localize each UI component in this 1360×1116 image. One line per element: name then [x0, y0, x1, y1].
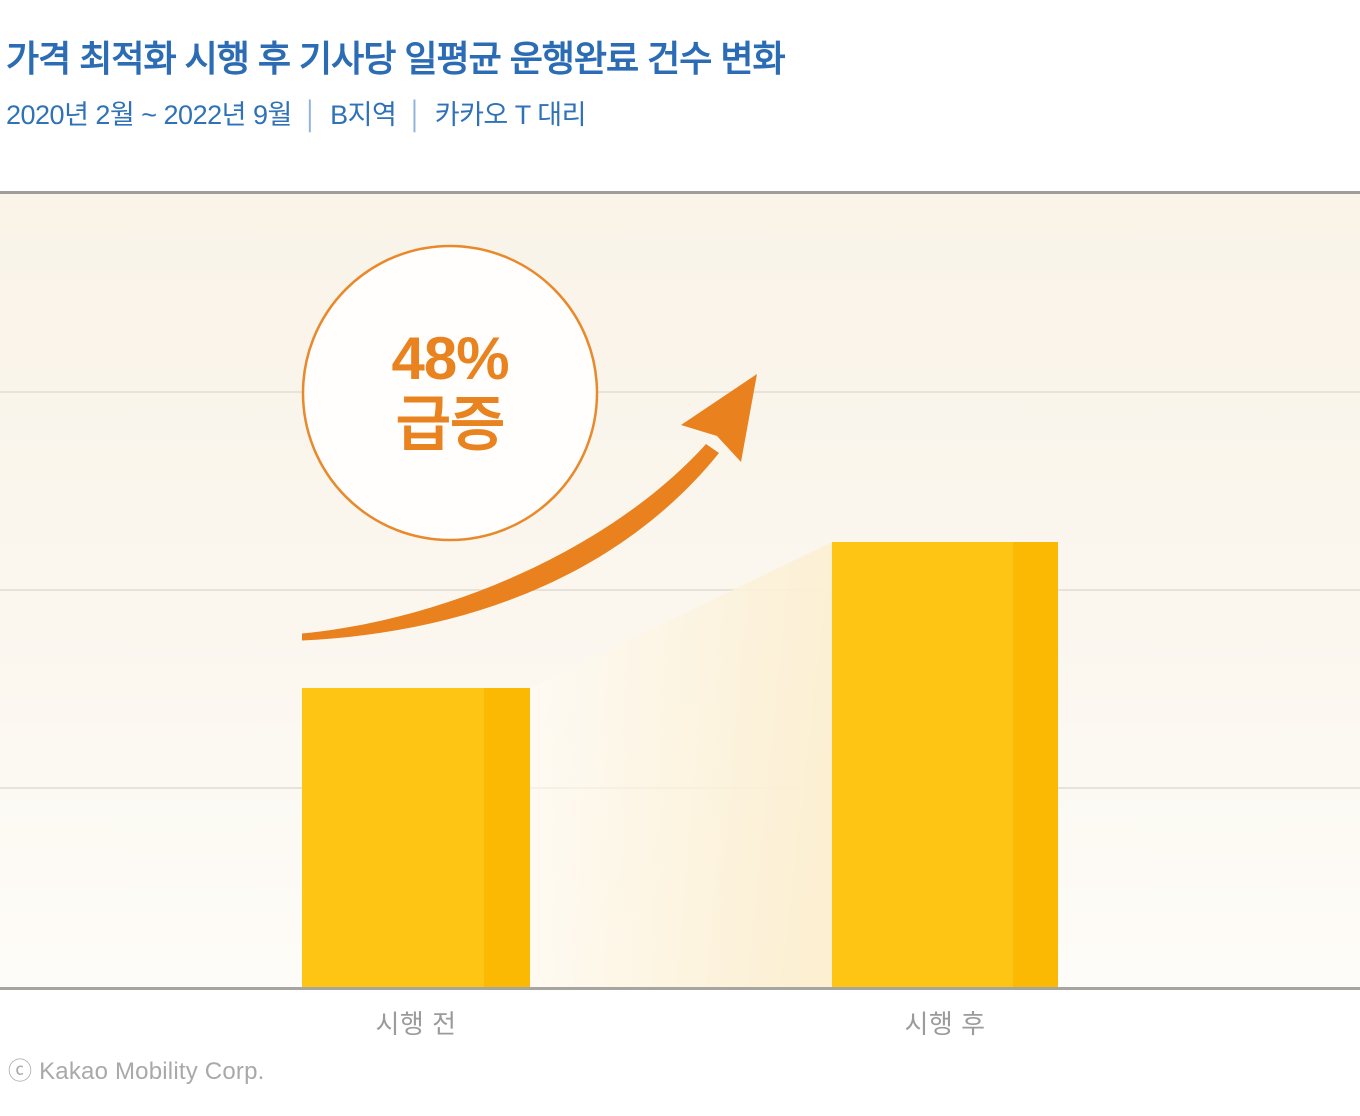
gridline	[0, 391, 1360, 393]
gridline	[0, 589, 1360, 591]
subtitle-service: 카카오 T 대리	[434, 100, 587, 131]
bar-side-shade	[484, 688, 530, 987]
xaxis-label-before: 시행 전	[375, 1009, 457, 1039]
bar-before	[302, 688, 530, 987]
page-title: 가격 최적화 시행 후 기사당 일평균 운행완료 건수 변화	[6, 38, 786, 79]
xaxis-label-after: 시행 후	[904, 1009, 986, 1039]
badge-caption: 급증	[395, 391, 505, 458]
bar-after	[832, 542, 1058, 987]
subtitle-separator: │	[407, 100, 424, 131]
chart-header: 가격 최적화 시행 후 기사당 일평균 운행완료 건수 변화 2020년 2월 …	[6, 38, 786, 132]
bar-side-shade	[1013, 542, 1058, 987]
subtitle-separator: │	[302, 100, 320, 131]
growth-beam	[530, 542, 832, 987]
badge-percent: 48%	[391, 325, 509, 392]
growth-badge: 48% 급증	[330, 326, 570, 458]
copyright-text: ⓒ Kakao Mobility Corp.	[8, 1058, 265, 1085]
subtitle-period: 2020년 2월 ~ 2022년 9월	[6, 100, 292, 131]
chart-plot-area	[0, 191, 1360, 990]
chart-subtitle: 2020년 2월 ~ 2022년 9월 │ B지역 │ 카카오 T 대리	[6, 93, 785, 132]
subtitle-region: B지역	[330, 100, 397, 131]
